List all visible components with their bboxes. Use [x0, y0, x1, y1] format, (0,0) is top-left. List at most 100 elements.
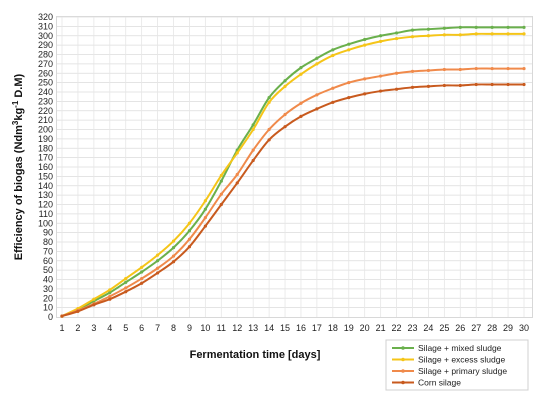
data-point-17: [315, 93, 319, 97]
data-point-24: [426, 27, 431, 31]
data-point-15: [283, 125, 287, 129]
data-point-19: [347, 81, 351, 85]
x-axis-title: Fermentation time [days]: [190, 349, 321, 361]
data-point-30: [522, 82, 526, 87]
series-4: [60, 82, 526, 318]
x-tick-label-2: 2: [75, 323, 80, 333]
y-tick-label-210: 210: [38, 115, 53, 125]
data-point-22: [394, 36, 399, 41]
data-point-8: [171, 239, 176, 243]
data-point-11: [219, 202, 223, 207]
y-tick-label-280: 280: [38, 50, 53, 60]
x-tick-label-13: 13: [248, 323, 258, 333]
data-point-26: [458, 25, 462, 29]
x-tick-label-14: 14: [264, 323, 274, 333]
data-point-9: [187, 245, 192, 249]
y-tick-label-140: 140: [38, 181, 53, 191]
data-point-10: [203, 224, 207, 228]
data-point-7: [155, 266, 160, 270]
data-point-9: [187, 221, 192, 225]
data-point-20: [363, 37, 367, 42]
y-tick-label-230: 230: [38, 96, 53, 106]
data-point-15: [283, 84, 287, 88]
data-point-26: [458, 83, 462, 88]
x-tick-label-11: 11: [217, 323, 226, 333]
data-point-14: [267, 138, 271, 142]
data-point-23: [410, 85, 415, 89]
y-tick-label-150: 150: [38, 171, 53, 181]
data-point-28: [490, 32, 494, 36]
y-tick-label-80: 80: [43, 237, 53, 247]
data-point-18: [331, 48, 335, 52]
y-tick-label-220: 220: [38, 106, 53, 116]
x-tick-label-5: 5: [123, 323, 128, 333]
legend-marker: [401, 369, 405, 373]
x-tick-label-27: 27: [471, 323, 481, 333]
x-tick-label-8: 8: [171, 323, 176, 333]
data-point-4: [108, 297, 112, 301]
data-point-24: [426, 68, 431, 73]
x-tick-label-19: 19: [344, 323, 354, 333]
data-point-1: [60, 314, 64, 318]
y-tick-label-200: 200: [38, 125, 53, 135]
data-point-23: [410, 28, 415, 32]
y-axis-title: Efficiency of biogas (Ndm3kg-1 D.M): [11, 73, 25, 260]
data-point-4: [108, 291, 112, 295]
data-point-27: [474, 25, 478, 29]
x-tick-label-10: 10: [200, 323, 210, 333]
data-point-3: [92, 303, 96, 307]
y-tick-label-240: 240: [38, 87, 53, 97]
data-point-21: [379, 89, 383, 93]
data-point-27: [474, 66, 478, 71]
legend-marker: [401, 380, 405, 385]
data-point-4: [108, 294, 112, 298]
data-point-5: [124, 280, 128, 284]
x-tick-label-23: 23: [407, 323, 417, 333]
y-tick-label-320: 320: [38, 12, 53, 22]
y-tick-label-90: 90: [43, 228, 53, 238]
x-tick-label-9: 9: [187, 323, 192, 333]
data-point-28: [490, 66, 494, 71]
data-point-12: [235, 172, 239, 177]
data-point-7: [155, 271, 160, 275]
series-3: [60, 66, 526, 318]
data-point-26: [458, 33, 462, 37]
data-point-24: [426, 84, 431, 88]
x-tick-label-6: 6: [139, 323, 144, 333]
x-tick-label-17: 17: [312, 323, 322, 333]
x-tick-label-12: 12: [232, 323, 242, 333]
data-point-13: [251, 158, 255, 163]
data-point-25: [442, 83, 446, 88]
data-point-11: [219, 173, 223, 178]
data-point-28: [490, 82, 494, 87]
data-point-29: [506, 66, 510, 71]
y-tick-label-160: 160: [38, 162, 53, 172]
data-point-24: [426, 34, 431, 38]
y-tick-label-70: 70: [43, 246, 53, 256]
y-tick-label-110: 110: [39, 209, 53, 219]
data-point-21: [379, 34, 383, 38]
data-point-27: [474, 32, 478, 36]
series-layer: [60, 25, 526, 318]
data-point-25: [442, 67, 446, 72]
data-point-7: [155, 259, 160, 263]
x-tick-label-26: 26: [455, 323, 465, 333]
x-tick-label-7: 7: [155, 323, 160, 333]
data-point-25: [442, 33, 446, 37]
x-tick-label-24: 24: [423, 323, 433, 333]
legend-marker: [401, 357, 405, 362]
data-point-15: [283, 79, 287, 83]
y-tick-label-130: 130: [38, 190, 53, 200]
x-tick-label-16: 16: [296, 323, 306, 333]
x-tick-label-18: 18: [328, 323, 338, 333]
data-point-26: [458, 67, 462, 72]
data-point-23: [410, 35, 415, 39]
data-point-8: [171, 260, 176, 264]
y-tick-label-290: 290: [38, 40, 53, 50]
data-point-19: [347, 42, 351, 46]
x-tick-label-25: 25: [439, 323, 449, 333]
data-point-9: [187, 229, 192, 233]
data-point-9: [187, 237, 192, 241]
data-point-18: [331, 53, 335, 58]
